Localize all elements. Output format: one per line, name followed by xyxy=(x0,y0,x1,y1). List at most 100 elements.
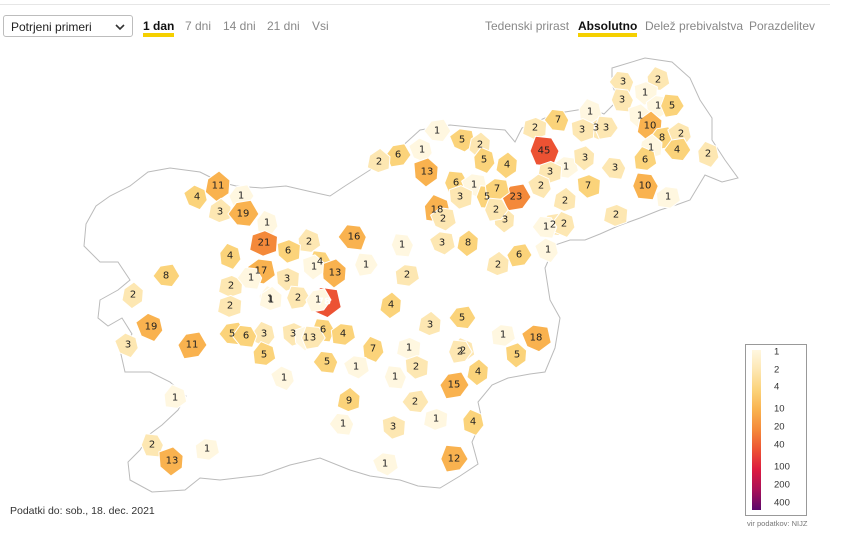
municipality-region[interactable] xyxy=(655,186,681,209)
municipality-region[interactable] xyxy=(633,145,658,171)
municipality-region[interactable] xyxy=(114,332,139,359)
municipality-region[interactable] xyxy=(448,339,473,364)
municipality-region[interactable] xyxy=(236,266,263,290)
municipality-region[interactable] xyxy=(440,444,469,473)
municipality-region[interactable] xyxy=(383,365,407,390)
municipality-region[interactable] xyxy=(439,371,470,400)
municipality-region[interactable] xyxy=(570,118,595,143)
municipality-region[interactable] xyxy=(219,242,242,271)
municipality-region[interactable] xyxy=(578,97,603,123)
municipality-region[interactable] xyxy=(207,197,232,224)
municipality-region[interactable] xyxy=(543,108,570,132)
tab-1-dan[interactable]: 1 dan xyxy=(143,19,175,37)
municipality-region[interactable] xyxy=(336,386,361,413)
municipality-region[interactable] xyxy=(603,203,629,227)
municipality-region[interactable] xyxy=(456,229,479,258)
tab-21-dni[interactable]: 21 dni xyxy=(267,19,300,33)
municipality-region[interactable] xyxy=(485,250,510,277)
municipality-region[interactable] xyxy=(573,145,596,172)
municipality-region[interactable] xyxy=(177,331,208,360)
municipality-value-label: 6 xyxy=(642,155,648,166)
municipality-region[interactable] xyxy=(553,210,576,239)
municipality-region[interactable] xyxy=(448,185,473,210)
municipality-region[interactable] xyxy=(270,365,295,392)
municipality-region[interactable] xyxy=(135,312,164,343)
municipality-region[interactable] xyxy=(312,350,339,374)
municipality-region[interactable] xyxy=(297,227,322,253)
municipality-region[interactable] xyxy=(697,140,720,169)
municipality-region[interactable] xyxy=(381,415,406,440)
municipality-region[interactable] xyxy=(428,231,456,256)
tab-vsi[interactable]: Vsi xyxy=(312,19,329,33)
municipality-value-label: 1 xyxy=(665,192,671,203)
municipality-region[interactable] xyxy=(337,224,367,251)
municipality-region[interactable] xyxy=(534,237,559,264)
municipality-region[interactable] xyxy=(249,230,279,257)
municipality-region[interactable] xyxy=(506,243,533,268)
municipality-region[interactable] xyxy=(473,146,496,175)
municipality-region[interactable] xyxy=(660,93,685,118)
municipality-region[interactable] xyxy=(194,438,220,461)
tab-7-dni[interactable]: 7 dni xyxy=(185,19,212,33)
municipality-region[interactable] xyxy=(328,412,355,436)
municipality-region[interactable] xyxy=(429,207,457,232)
tab-tedenski-prirast[interactable]: Tedenski prirast xyxy=(485,19,570,33)
municipality-region[interactable] xyxy=(404,355,429,380)
municipality-region[interactable] xyxy=(552,186,577,213)
municipality-region[interactable] xyxy=(401,389,430,414)
municipality-region[interactable] xyxy=(231,324,258,348)
municipality-region[interactable] xyxy=(484,197,509,222)
municipality-value-label: 5 xyxy=(229,329,235,340)
municipality-region[interactable] xyxy=(448,305,477,330)
municipality-region[interactable] xyxy=(275,267,300,292)
municipality-region[interactable] xyxy=(362,335,385,364)
municipality-region[interactable] xyxy=(330,323,356,346)
municipality-region[interactable] xyxy=(423,118,452,143)
municipality-value-label: 1 xyxy=(281,373,287,384)
municipality-region[interactable] xyxy=(379,291,402,320)
municipality-region[interactable] xyxy=(527,173,552,200)
municipality-region[interactable] xyxy=(466,358,489,387)
municipality-region[interactable] xyxy=(371,452,399,477)
municipality-region[interactable] xyxy=(227,199,260,227)
municipality-region[interactable] xyxy=(217,294,243,318)
municipality-region[interactable] xyxy=(302,254,325,281)
municipality-region[interactable] xyxy=(152,263,181,288)
municipality-region[interactable] xyxy=(600,156,627,180)
municipality-region[interactable] xyxy=(286,285,311,310)
municipality-region[interactable] xyxy=(390,233,414,258)
municipality-region[interactable] xyxy=(490,324,516,347)
municipality-region[interactable] xyxy=(576,174,601,199)
municipality-region[interactable] xyxy=(448,128,476,153)
tab-14-dni[interactable]: 14 dni xyxy=(223,19,256,33)
municipality-region[interactable] xyxy=(521,324,552,353)
municipality-region[interactable] xyxy=(158,446,184,477)
municipality-region[interactable] xyxy=(258,285,283,312)
municipality-region[interactable] xyxy=(417,310,442,337)
municipality-region[interactable] xyxy=(423,407,449,431)
municipality-region[interactable] xyxy=(531,215,558,239)
metric-select[interactable]: Potrjeni primeri xyxy=(3,15,133,37)
tab-delez-prebivalstva[interactable]: Delež prebivalstva xyxy=(645,19,744,33)
municipality-region[interactable] xyxy=(342,355,370,380)
municipality-region[interactable] xyxy=(462,408,485,437)
municipality-region[interactable] xyxy=(366,147,391,174)
municipality-region[interactable] xyxy=(505,342,528,369)
municipality-region[interactable] xyxy=(394,264,420,287)
municipality-region[interactable] xyxy=(252,340,277,366)
tab-absolutno[interactable]: Absolutno xyxy=(578,19,638,37)
municipality-region[interactable] xyxy=(301,325,326,350)
municipality-region[interactable] xyxy=(632,172,659,201)
tab-porazdelitev[interactable]: Porazdelitev xyxy=(749,19,816,33)
municipality-region[interactable] xyxy=(663,137,692,162)
municipality-region[interactable] xyxy=(121,281,144,310)
municipality-region[interactable] xyxy=(495,151,518,180)
municipality-region[interactable] xyxy=(276,239,301,264)
municipality-region[interactable] xyxy=(413,157,439,188)
municipality-region[interactable] xyxy=(354,252,379,277)
municipality-region[interactable] xyxy=(305,288,332,313)
municipality-region[interactable] xyxy=(594,115,619,140)
municipality-region[interactable] xyxy=(163,383,188,409)
municipality-region[interactable] xyxy=(183,184,208,211)
